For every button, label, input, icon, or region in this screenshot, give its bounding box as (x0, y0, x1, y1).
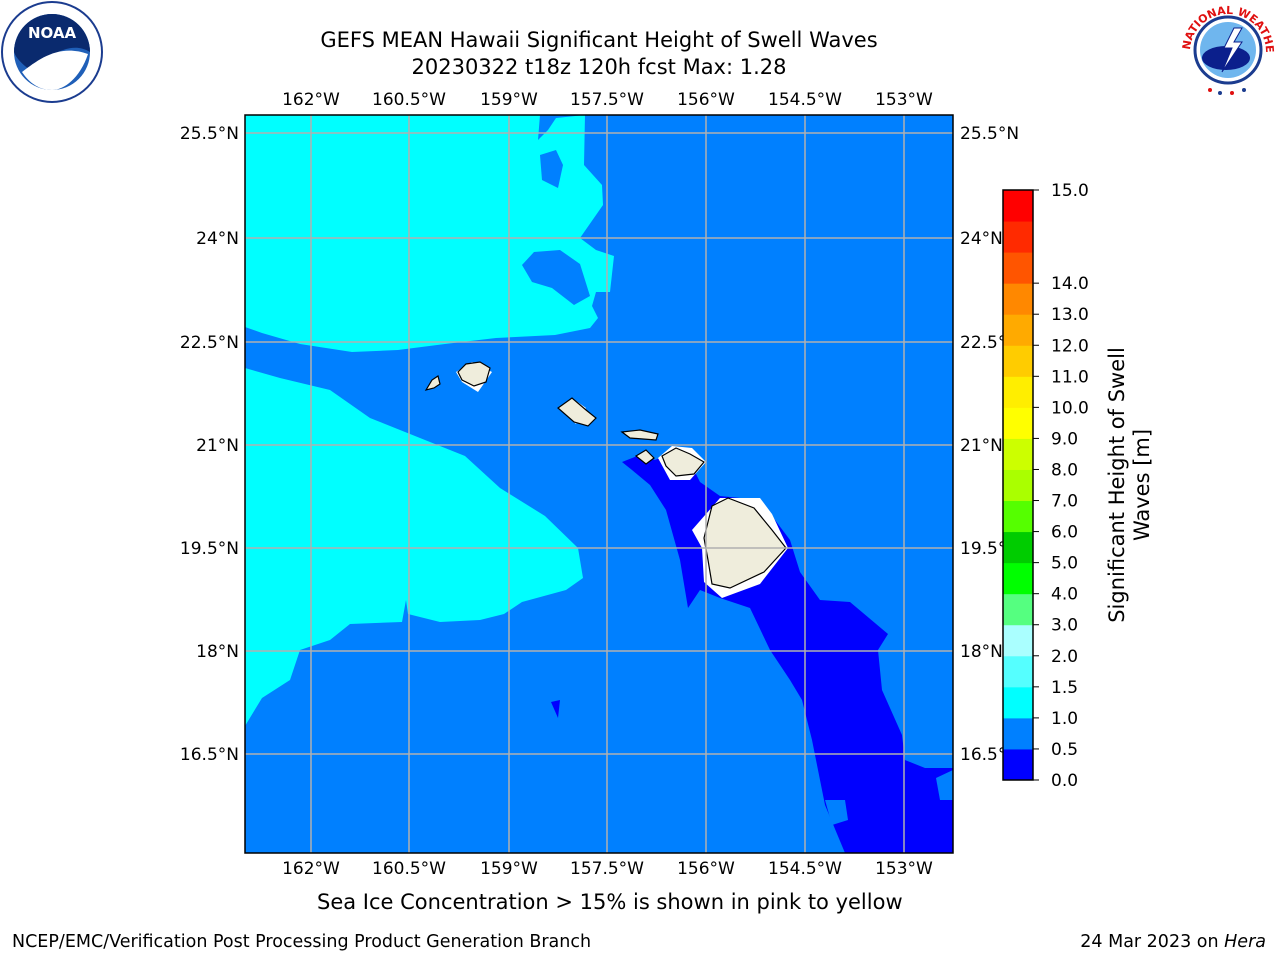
lon-label: 153°W (875, 859, 933, 879)
colorbar-segment (1003, 686, 1033, 719)
colorbar-segment (1003, 717, 1033, 750)
swell-band-0-0.5-patch2 (936, 770, 953, 800)
lat-label: 22.5°N (180, 333, 239, 353)
chart-title: GEFS MEAN Hawaii Significant Height of S… (320, 28, 878, 52)
colorbar-segment (1003, 376, 1033, 408)
swell-spot (551, 700, 560, 718)
island-niihau (424, 375, 441, 391)
lon-label: 157.5°W (570, 90, 644, 110)
noaa-logo-text: NOAA (28, 24, 77, 42)
colorbar-segment (1003, 593, 1033, 626)
colorbar-segment (1003, 531, 1033, 564)
colorbar-tick-label: 10.0 (1051, 398, 1089, 418)
lat-label: 21°N (196, 436, 239, 456)
swell-hole-north (540, 150, 563, 188)
lat-label: 19.5°N (180, 539, 239, 559)
map-frame (244, 114, 954, 854)
island-maui (661, 447, 705, 477)
colorbar-label-line2: Waves [m] (1130, 429, 1154, 541)
lon-label: 160.5°W (372, 859, 446, 879)
island-kauai (457, 361, 491, 387)
colorbar-segment (1003, 748, 1033, 781)
colorbar-tick-label: 9.0 (1051, 429, 1078, 449)
island-oahu (557, 397, 597, 427)
lat-label: 24°N (960, 229, 1003, 249)
lat-label: 25.5°N (180, 124, 239, 144)
colorbar-tick-label: 1.0 (1051, 709, 1078, 729)
lon-label: 156°W (677, 90, 735, 110)
lat-label: 18°N (196, 642, 239, 662)
colorbar-ticks: 0.0 0.5 1.0 1.5 2.0 3.0 4.0 5.0 6.0 7.0 8.0 9.0 10.0… (1033, 181, 1089, 791)
map-grid (245, 115, 953, 853)
colorbar-segment (1003, 500, 1033, 533)
colorbar-segment (1003, 407, 1033, 439)
lon-labels-top: 162°W 160.5°W 159°W 157.5°W 156°W 154.5°… (282, 90, 933, 110)
lon-labels-bottom: 162°W 160.5°W 159°W 157.5°W 156°W 154.5°… (282, 859, 933, 879)
lon-label: 156°W (677, 859, 735, 879)
colorbar-segment (1003, 624, 1033, 657)
map-area (245, 115, 953, 853)
colorbar-segment (1003, 221, 1033, 253)
island-lanai (634, 449, 655, 465)
lat-label: 25.5°N (960, 124, 1019, 144)
colorbar-tick-label: 0.0 (1051, 771, 1078, 791)
footer-credit: NCEP/EMC/Verification Post Processing Pr… (12, 932, 592, 952)
colorbar-tick-label: 2.0 (1051, 647, 1078, 667)
colorbar-segment (1003, 345, 1033, 377)
lon-label: 154.5°W (768, 859, 842, 879)
colorbar-label-line1: Significant Height of Swell (1105, 347, 1129, 623)
colorbar-tick-label: 3.0 (1051, 616, 1078, 636)
colorbar-segment (1003, 252, 1033, 284)
lon-label: 162°W (282, 90, 340, 110)
sea-ice-note: Sea Ice Concentration > 15% is shown in … (317, 890, 903, 914)
swell-hole-north-2 (522, 250, 590, 305)
colorbar-tick-label: 14.0 (1051, 274, 1089, 294)
lon-label: 159°W (480, 90, 538, 110)
swell-band-1.0-1.5-south (245, 368, 583, 726)
colorbar-frame (1002, 189, 1034, 781)
colorbar-tick-label: 6.0 (1051, 523, 1078, 543)
colorbar-tick-label: 0.5 (1051, 740, 1078, 760)
lon-label: 154.5°W (768, 90, 842, 110)
colorbar-tick-label: 15.0 (1051, 181, 1089, 201)
colorbar-tick-label: 13.0 (1051, 305, 1089, 325)
lat-label: 18°N (960, 642, 1003, 662)
island-molokai (620, 429, 659, 441)
chart-subtitle: 20230322 t18z 120h fcst Max: 1.28 (411, 55, 787, 79)
lat-labels-left: 25.5°N 24°N 22.5°N 21°N 19.5°N 18°N 16.5… (180, 124, 239, 765)
colorbar-tick-label: 4.0 (1051, 585, 1078, 605)
noaa-logo: NOAA (1, 1, 103, 103)
lon-label: 159°W (480, 859, 538, 879)
colorbar-tick-label: 5.0 (1051, 554, 1078, 574)
colorbar-segment (1003, 314, 1033, 346)
footer-date-text: 24 Mar 2023 on (1080, 932, 1225, 952)
colorbar-tick-label: 7.0 (1051, 492, 1078, 512)
colorbar-segment (1003, 438, 1033, 470)
lon-label: 160.5°W (372, 90, 446, 110)
nws-logo: NATIONAL WEATHER SERVICE (1176, 0, 1276, 97)
colorbar-segment (1003, 562, 1033, 595)
colorbar (1002, 189, 1034, 781)
lon-label: 153°W (875, 90, 933, 110)
lat-label: 16.5°N (180, 745, 239, 765)
swell-band-0-0.5-patch (825, 800, 848, 825)
colorbar-tick-label: 8.0 (1051, 460, 1078, 480)
colorbar-segment (1003, 469, 1033, 502)
lat-label: 24°N (196, 229, 239, 249)
colorbar-segment (1003, 190, 1033, 222)
swell-band-1.0-1.5-north (245, 115, 614, 352)
colorbar-label: Significant Height of Swell Waves [m] (1105, 347, 1154, 623)
lon-label: 162°W (282, 859, 340, 879)
lon-label: 157.5°W (570, 859, 644, 879)
colorbar-tick-label: 11.0 (1051, 367, 1089, 387)
lat-label: 21°N (960, 436, 1003, 456)
colorbar-segment (1003, 283, 1033, 315)
colorbar-tick-label: 12.0 (1051, 336, 1089, 356)
colorbar-tick-label: 1.5 (1051, 678, 1078, 698)
colorbar-segment (1003, 655, 1033, 688)
footer-date: 24 Mar 2023 on Hera (1080, 932, 1266, 952)
footer-host: Hera (1224, 932, 1266, 952)
